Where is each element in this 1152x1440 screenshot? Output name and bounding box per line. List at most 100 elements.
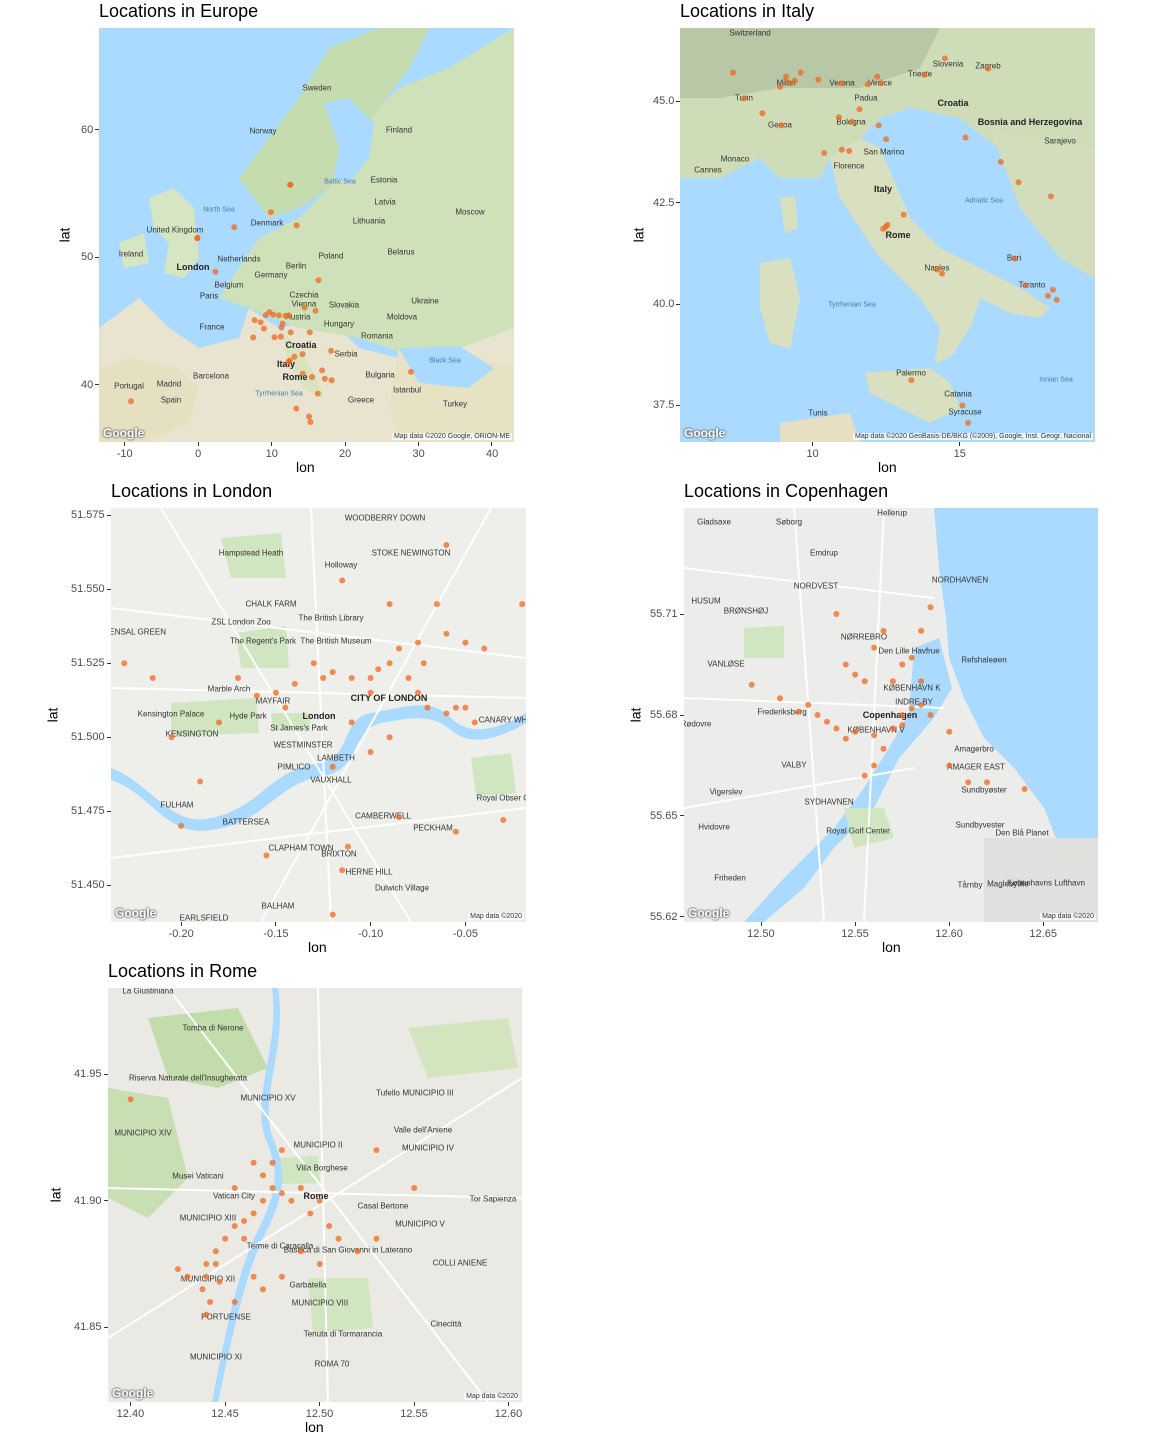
data-point xyxy=(415,639,421,646)
data-point xyxy=(883,136,889,143)
y-axis-label: lat xyxy=(44,707,61,723)
data-point xyxy=(833,611,840,617)
place-label: Den Blå Planet xyxy=(995,828,1049,838)
chart-title: Locations in London xyxy=(111,481,273,501)
place-label: Tyrrhenian Sea xyxy=(828,301,876,309)
data-point xyxy=(367,675,374,681)
data-point xyxy=(269,1159,276,1166)
place-label: Ionian Sea xyxy=(1039,376,1073,384)
x-tick-label: 12.55 xyxy=(841,928,869,940)
data-point xyxy=(275,312,282,319)
place-label: Garbatella xyxy=(289,1280,327,1290)
data-point xyxy=(838,146,845,153)
x-tick-mark xyxy=(319,1402,321,1406)
data-point xyxy=(297,1248,304,1255)
place-label: MUNICIPIO V xyxy=(395,1219,445,1229)
london-points-layer xyxy=(121,542,526,918)
place-label: Maglebylille xyxy=(987,879,1029,889)
x-tick-label: -0.20 xyxy=(168,928,194,940)
data-point xyxy=(997,158,1004,165)
data-point xyxy=(918,701,925,708)
place-label: PIMLICO xyxy=(277,762,311,772)
data-point xyxy=(835,114,842,121)
x-tick-label: 12.60 xyxy=(935,928,963,940)
data-point xyxy=(874,73,881,80)
x-tick-label: 15 xyxy=(953,448,966,460)
y-tick-mark xyxy=(104,1073,108,1075)
chart-title: Locations in Europe xyxy=(99,1,259,21)
data-point xyxy=(285,358,292,365)
place-label: Taranto xyxy=(1018,280,1046,290)
data-point xyxy=(299,351,306,358)
place-label: Spain xyxy=(160,395,182,405)
copenhagen-basemap xyxy=(684,508,1098,922)
place-label: Københavns Lufthavn xyxy=(1007,878,1085,888)
data-point xyxy=(939,270,945,277)
place-label: Ukraine xyxy=(411,296,439,306)
place-label: MUNICIPIO XIV xyxy=(114,1128,172,1138)
y-tick-mark xyxy=(676,303,680,305)
data-point xyxy=(889,725,896,732)
place-label: Ireland xyxy=(118,249,144,259)
place-label: Hvidovre xyxy=(698,822,730,832)
x-axis-label: lon xyxy=(878,459,897,475)
place-label: Belarus xyxy=(387,247,415,257)
data-point xyxy=(263,852,270,859)
x-tick-mark xyxy=(130,1402,132,1406)
data-point xyxy=(260,1197,266,1204)
data-point xyxy=(748,681,755,688)
data-point xyxy=(250,334,257,341)
place-label: CHALK FARM xyxy=(245,599,297,609)
x-tick-label: 20 xyxy=(339,448,352,460)
data-point xyxy=(287,329,294,336)
data-point xyxy=(367,689,374,696)
place-label: WOODBERRY DOWN xyxy=(344,513,426,523)
x-tick-mark xyxy=(959,442,961,446)
place-label: Terme di Caracalla xyxy=(246,1241,314,1251)
map-rome[interactable]: La Giustiniana Tomba di Nerone Riserva Nat… xyxy=(108,988,522,1402)
data-point xyxy=(424,704,431,711)
data-point xyxy=(291,680,298,687)
data-point xyxy=(785,79,792,86)
x-tick-mark xyxy=(418,442,419,446)
place-label: Vatican City xyxy=(212,1191,256,1201)
data-point xyxy=(293,405,300,412)
chart-title: Locations in Copenhagen xyxy=(684,481,889,501)
data-point xyxy=(396,814,402,820)
map-europe[interactable]: Sweden Finland Norway Estonia Latvia Lithuani… xyxy=(99,28,514,442)
x-tick-label: 12.50 xyxy=(305,1408,334,1420)
data-point xyxy=(899,712,906,718)
place-label: Serbia xyxy=(334,349,358,359)
place-label: KØBENHAVN V xyxy=(847,725,905,735)
place-label: Syracuse xyxy=(948,407,982,417)
y-axis-label: lat xyxy=(47,1187,64,1203)
place-label: Cannes xyxy=(694,165,722,175)
data-point xyxy=(856,106,863,113)
place-label: St James's Park xyxy=(270,723,328,733)
place-label: KØBENHAVN K xyxy=(883,683,941,693)
place-label: MAYFAIR xyxy=(255,696,291,706)
x-axis-label: lon xyxy=(308,939,327,955)
y-tick-mark xyxy=(676,100,680,102)
data-point xyxy=(250,1159,257,1166)
map-copenhagen[interactable]: Gladsaxe Søborg Hellerup Emdrup NORDVEST BRØN… xyxy=(684,508,1098,922)
data-point xyxy=(842,735,849,742)
x-tick-mark xyxy=(124,442,126,446)
place-label: MUNICIPIO IV xyxy=(401,1143,455,1153)
map-london[interactable]: Hampstead Heath Holloway STOKE NEWINGTON CH… xyxy=(111,508,526,922)
place-label: SYDHAVNEN xyxy=(804,797,854,807)
place-label: Belgium xyxy=(214,280,244,290)
x-tick-mark xyxy=(344,442,346,446)
place-label: Valle dell'Aniene xyxy=(393,1125,453,1135)
data-point xyxy=(271,334,278,341)
place-label: La Giustiniana xyxy=(122,988,174,996)
place-label: Florence xyxy=(833,161,865,171)
map-italy[interactable]: SwitzerlandSloveniaZagrebCroatiaBosnia a… xyxy=(680,28,1095,442)
place-label: CITY OF LONDON xyxy=(350,693,428,703)
data-point xyxy=(306,329,313,336)
data-point xyxy=(1022,282,1029,289)
x-tick-label: 12.65 xyxy=(1029,928,1057,940)
data-point xyxy=(257,319,264,326)
data-point xyxy=(871,644,878,651)
place-label: Emdrup xyxy=(809,548,839,558)
